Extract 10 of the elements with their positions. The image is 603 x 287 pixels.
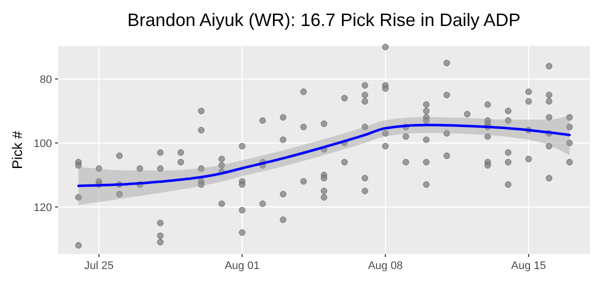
x-tick-label: Aug 15 xyxy=(511,260,546,272)
x-tick-label: Aug 08 xyxy=(368,260,403,272)
line-series xyxy=(77,124,571,188)
y-tick-label: 80 xyxy=(40,74,52,86)
y-tick-label: 120 xyxy=(34,202,52,214)
y-axis-title: Pick # xyxy=(9,130,25,170)
x-tick-label: Aug 01 xyxy=(224,260,260,272)
y-tick-label: 100 xyxy=(34,138,52,150)
x-tick-label: Jul 25 xyxy=(84,260,114,272)
chart-title: Brandon Aiyuk (WR): 16.7 Pick Rise in Daily ADP xyxy=(127,10,521,30)
